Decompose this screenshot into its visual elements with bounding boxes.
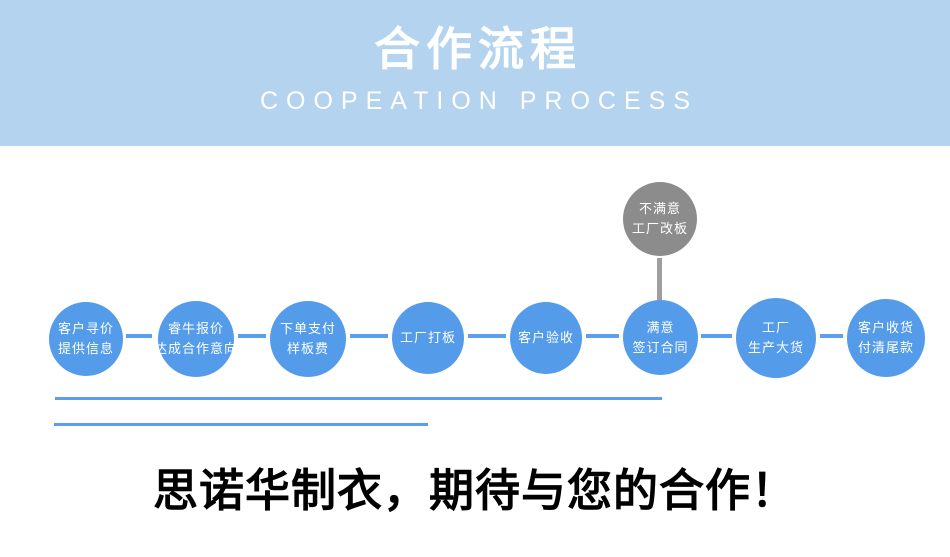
flow-step-label: 下单支付 — [279, 321, 336, 336]
flow-step-circle-quote: 睿牛报价 达成合作意向 — [154, 301, 237, 377]
flow-step-label: 达成合作意向 — [154, 341, 239, 356]
footer: 思诺华制衣，期待与您的合作！ — [0, 466, 950, 518]
flow-step-circle-delivery: 客户收货 付清尾款 — [847, 299, 925, 377]
flow-step-label: 满意 — [646, 319, 675, 335]
step-connector — [820, 334, 843, 338]
process-flow-diagram: 不满意 工厂改板 客户寻价 提供信息 睿牛报价 达成合作意向 下单支付 样板费 … — [0, 146, 950, 446]
step-connector — [586, 334, 619, 338]
flow-step-label: 工厂 — [761, 320, 790, 335]
flow-step-circle-inquiry: 客户寻价 提供信息 — [49, 302, 123, 376]
flow-step-label: 签订合同 — [632, 339, 689, 355]
flow-step-label: 付清尾款 — [857, 340, 914, 355]
flow-step-circle-acceptance: 客户验收 — [510, 302, 582, 374]
page-subtitle: COOPEATION PROCESS — [259, 86, 699, 115]
flow-step-label: 提供信息 — [57, 341, 114, 356]
flow-step-circle-contract: 满意 签订合同 — [623, 300, 698, 375]
flow-step-label: 生产大货 — [747, 340, 804, 355]
flow-step-circle-sampling: 工厂打板 — [392, 302, 464, 374]
step-connector — [701, 334, 732, 338]
divider-line-long — [55, 397, 662, 400]
step-connector — [468, 334, 506, 338]
banner: 合作流程 COOPEATION PROCESS — [0, 0, 950, 146]
flow-branch-circle-unsatisfied: 不满意 工厂改板 — [623, 182, 697, 256]
flow-step-label: 客户收货 — [857, 320, 914, 335]
flow-step-label: 睿牛报价 — [167, 321, 224, 336]
divider-line-short — [54, 423, 428, 426]
page-title: 合作流程 — [374, 22, 582, 76]
flow-branch-label: 不满意 — [638, 201, 681, 216]
flow-branch-label: 工厂改板 — [631, 221, 688, 236]
flow-step-circle-order-payment: 下单支付 样板费 — [270, 301, 346, 377]
flow-step-label: 客户验收 — [517, 330, 574, 345]
step-connector — [350, 334, 388, 338]
branch-connector-line — [657, 258, 662, 302]
flow-step-circle-production: 工厂 生产大货 — [736, 298, 816, 378]
step-connector — [126, 334, 152, 338]
footer-headline: 思诺华制衣，期待与您的合作！ — [152, 466, 797, 516]
flow-step-label: 客户寻价 — [57, 321, 114, 336]
step-connector — [238, 334, 266, 338]
flow-step-label: 工厂打板 — [399, 330, 456, 345]
flow-step-label: 样板费 — [286, 341, 329, 356]
